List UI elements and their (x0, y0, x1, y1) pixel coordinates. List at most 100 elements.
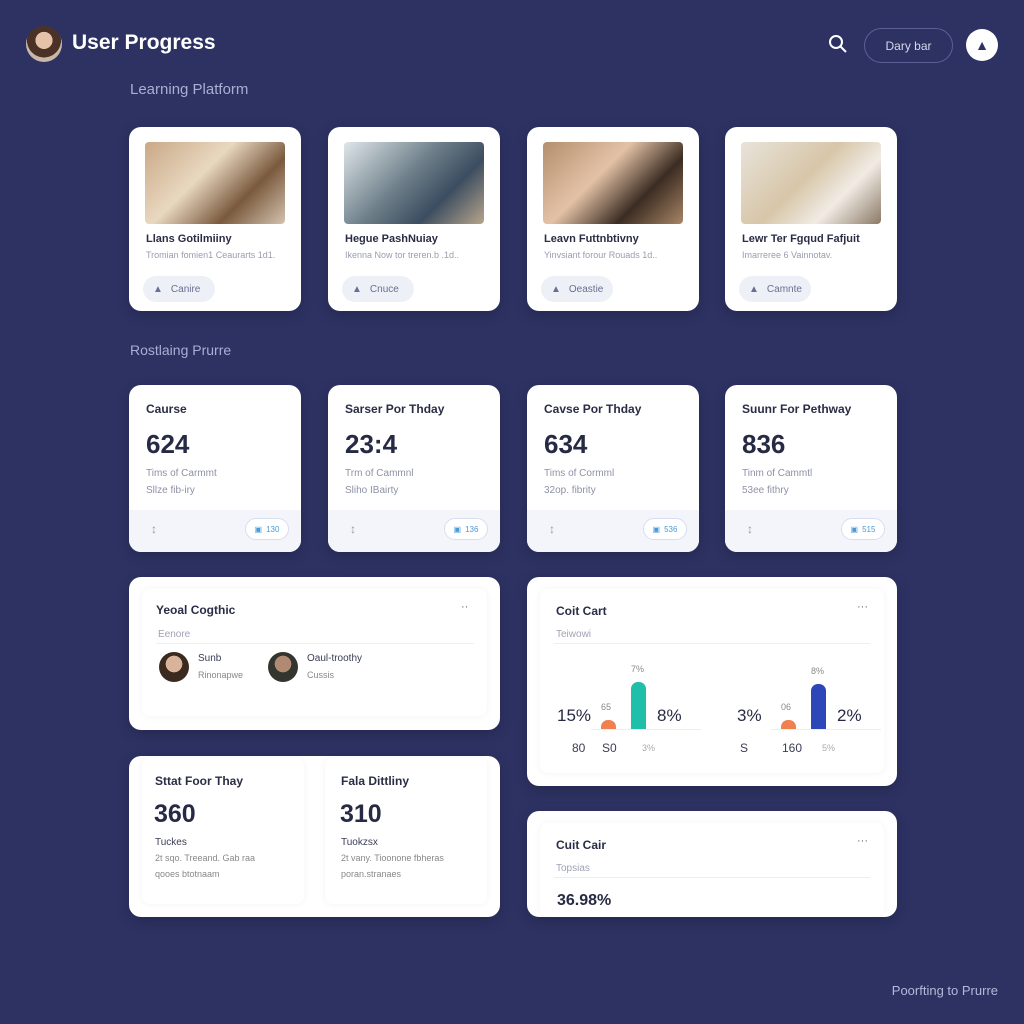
page-title: User Progress (72, 31, 216, 54)
course-title: Hegue PashNuiay (345, 233, 438, 245)
bar-label: 7% (631, 664, 645, 674)
member-name: Oaul-troothy (307, 653, 363, 664)
summary-title: Cuit Cair (556, 838, 607, 852)
course-card[interactable]: Leavn Futtnbtivny Yinvsiant forour Rouad… (527, 127, 699, 311)
badge-label: 515 (862, 524, 876, 534)
stat-badge-button[interactable]: ▣ 536 (643, 518, 687, 540)
stat-line: Sliho IBairty (345, 485, 399, 496)
course-title: Lewr Ter Fgqud Fafjuit (742, 233, 860, 245)
stat-card: Suunr For Pethway 836 Tinm of Cammtl 53e… (725, 385, 897, 552)
group-left-label: 15% (557, 706, 592, 725)
more-icon[interactable]: ··· (857, 835, 868, 847)
stat-line: 53ee fithry (742, 485, 789, 496)
stat-badge-button[interactable]: ▣ 130 (245, 518, 289, 540)
course-subtitle: Yinvsiant forour Rouads 1d.. (544, 250, 658, 260)
chart-bar (601, 719, 616, 729)
stat-value: 624 (146, 429, 190, 459)
team-subtitle: Eenore (158, 629, 191, 640)
mini-line: poran.stranaes (341, 869, 402, 879)
stat-card: Cavse Por Thday 634 Tims of Cormml 32op.… (527, 385, 699, 552)
chart-subtitle: Teiwowi (556, 629, 592, 640)
chart-bar (631, 682, 646, 729)
course-photo (741, 142, 881, 224)
summary-subtitle: Topsias (556, 863, 590, 874)
stat-title: Cavse Por Thday (544, 402, 642, 416)
chart-bar (811, 684, 826, 729)
course-subtitle: Ikenna Now tor treren.b .1d.. (345, 250, 460, 260)
course-card[interactable]: Hegue PashNuiay Ikenna Now tor treren.b … (328, 127, 500, 311)
stat-line: Trm of Cammnl (345, 468, 414, 479)
badge-label: 130 (266, 524, 280, 534)
user-icon: ▲ (749, 283, 759, 295)
course-button-label: Cnuce (369, 283, 399, 295)
stat-line: Tims of Carmmt (146, 468, 217, 479)
badge-label: 136 (465, 524, 479, 534)
chart-panel: Coit Cart ··· Teiwowi 15% 8% 65 7% 80 S0 3%… (527, 577, 897, 786)
footer-link[interactable]: Poorfting to Prurre (891, 983, 998, 998)
course-card[interactable]: Llans Gotilmiiny Tromian fomien1 Ceaurar… (129, 127, 301, 311)
stat-badge-button[interactable]: ▣ 136 (444, 518, 488, 540)
stat-line: Sllze fib-iry (146, 485, 195, 496)
member-role: Cussis (307, 670, 335, 680)
section-title-courses: Learning Platform (130, 81, 249, 98)
document-icon: ▣ (254, 524, 263, 534)
stat-value: 634 (544, 429, 588, 459)
chart-bar (781, 719, 796, 729)
course-card[interactable]: Lewr Ter Fgqud Fafjuit Imarreree 6 Vainn… (725, 127, 897, 311)
group-right-label: 8% (657, 706, 682, 725)
mini-line: 2t vany. Tioonone fbheras (341, 853, 444, 863)
sort-icon[interactable]: ↕ (747, 522, 753, 536)
mini-title: Sttat Foor Thay (155, 774, 244, 788)
course-photo (145, 142, 285, 224)
member-role: Rinonapwe (198, 670, 244, 680)
mini-value: 310 (340, 800, 382, 828)
more-icon[interactable]: ··· (857, 601, 868, 613)
course-button-label: Camnte (766, 283, 802, 295)
sort-icon[interactable]: ↕ (549, 522, 555, 536)
course-photo (344, 142, 484, 224)
course-photo (543, 142, 683, 224)
course-button[interactable]: ▲ Canire (143, 276, 215, 302)
team-panel: Yeoal Cogthic ·· Eenore Sunb Rinonapwe O… (129, 577, 500, 730)
bottom-label: S (740, 741, 749, 755)
member-name: Sunb (198, 653, 222, 664)
document-icon: ▣ (850, 524, 859, 534)
course-button[interactable]: ▲ Oeastie (541, 276, 613, 302)
bar-label: 8% (811, 666, 825, 677)
more-icon[interactable]: ·· (461, 601, 469, 613)
chart-title: Coit Cart (556, 604, 607, 618)
avatar[interactable] (26, 26, 62, 62)
badge-label: 536 (664, 524, 678, 534)
course-button[interactable]: ▲ Cnuce (342, 276, 414, 302)
group-left-label: 3% (737, 706, 762, 725)
stat-line: Tims of Cormml (544, 468, 615, 479)
bar-label: 06 (781, 701, 792, 712)
stat-line: Tinm of Cammtl (742, 468, 813, 479)
user-icon: ▲ (153, 283, 163, 295)
document-icon: ▣ (453, 524, 462, 534)
bottom-label: 5% (822, 743, 836, 753)
stat-card: Caurse 624 Tims of Carmmt Sllze fib-iry … (129, 385, 301, 552)
user-icon: ▲ (551, 283, 561, 295)
member-avatar (159, 652, 189, 682)
bottom-label: 160 (782, 741, 803, 755)
course-button[interactable]: ▲ Camnte (739, 276, 811, 302)
stat-badge-button[interactable]: ▣ 515 (841, 518, 885, 540)
stat-value: 836 (742, 429, 786, 459)
stat-title: Sarser Por Thday (345, 402, 445, 416)
user-icon[interactable]: ▲ (966, 29, 998, 61)
search-icon[interactable] (828, 34, 848, 54)
date-filter-button[interactable]: Dary bar (864, 28, 953, 63)
stat-value: 23:4 (345, 429, 398, 459)
summary-panel: Cuit Cair ··· Topsias 36.98% (527, 811, 897, 917)
course-subtitle: Imarreree 6 Vainnotav. (742, 250, 833, 260)
section-title-progress: Rostlaing Prurre (130, 342, 232, 358)
stat-title: Suunr For Pethway (742, 402, 852, 416)
stat-title: Caurse (146, 402, 187, 416)
sort-icon[interactable]: ↕ (151, 522, 157, 536)
mini-title: Fala Dittliny (341, 774, 410, 788)
sort-icon[interactable]: ↕ (350, 522, 356, 536)
bottom-label: 80 (572, 741, 586, 755)
document-icon: ▣ (652, 524, 661, 534)
bottom-label: 3% (642, 743, 656, 753)
